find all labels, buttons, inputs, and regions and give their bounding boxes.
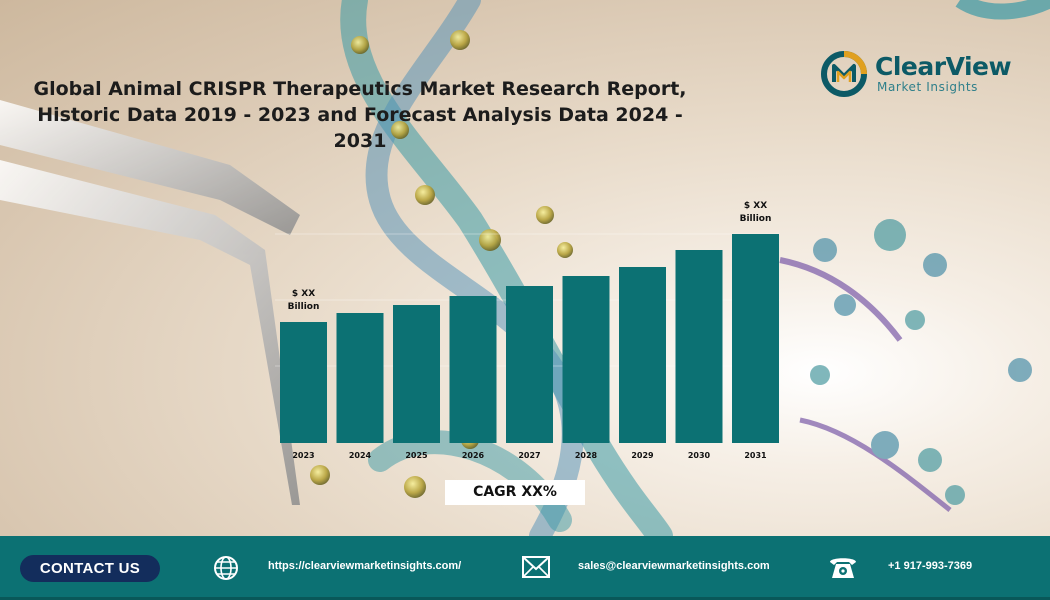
x-tick-label-2027: 2027 (518, 451, 540, 460)
company-logo: ClearView Market Insights (820, 50, 1020, 100)
x-tick-label-2030: 2030 (688, 451, 711, 460)
data-label-2031-line1: $ XX (744, 201, 767, 211)
x-tick-label-2026: 2026 (462, 451, 485, 460)
report-title: Global Animal CRISPR Therapeutics Market… (30, 76, 690, 154)
bar-2031 (732, 234, 779, 443)
bar-2027 (506, 286, 553, 443)
logo-name: ClearView (875, 52, 1012, 81)
phone-number[interactable]: +1 917-993-7369 (888, 560, 973, 572)
x-tick-label-2025: 2025 (405, 451, 428, 460)
data-label-2031-line2: Billion (740, 214, 772, 224)
bar-2023 (280, 322, 327, 443)
x-tick-label-2028: 2028 (575, 451, 598, 460)
tweezers-image (0, 100, 300, 505)
contact-footer: CONTACT US https://clearviewmarketinsigh… (0, 536, 1050, 600)
data-label-2023-line2: Billion (288, 302, 320, 312)
bar-2025 (393, 305, 440, 443)
website-link[interactable]: https://clearviewmarketinsights.com/ (268, 560, 462, 572)
cagr-label: CAGR XX% (445, 480, 585, 505)
bar-2024 (336, 313, 384, 443)
report-title-line-2: Historic Data 2019 - 2023 and Forecast A… (37, 104, 683, 152)
dna-fragments-image (779, 0, 1050, 512)
logo-tagline: Market Insights (877, 80, 978, 94)
mail-icon (522, 556, 550, 578)
globe-icon (214, 556, 238, 580)
x-tick-label-2031: 2031 (744, 451, 767, 460)
data-label-2023-line1: $ XX (292, 289, 315, 299)
logo-mark-icon (821, 51, 867, 97)
x-tick-label-2029: 2029 (631, 451, 654, 460)
bar-2028 (562, 276, 610, 443)
market-bar-chart: 2023 2024 2025 2026 2027 2028 2029 2030 2031 $ XX… (280, 201, 779, 460)
x-tick-label-2024: 2024 (349, 451, 372, 460)
bar-2030 (675, 250, 723, 443)
x-tick-label-2023: 2023 (292, 451, 314, 460)
bar-2029 (619, 267, 666, 443)
phone-icon (830, 558, 856, 578)
email-link[interactable]: sales@clearviewmarketinsights.com (578, 560, 770, 572)
contact-us-button[interactable]: CONTACT US (20, 555, 160, 582)
bar-2026 (449, 296, 497, 443)
background-artwork (0, 0, 1050, 536)
report-title-line-1: Global Animal CRISPR Therapeutics Market… (33, 78, 687, 100)
